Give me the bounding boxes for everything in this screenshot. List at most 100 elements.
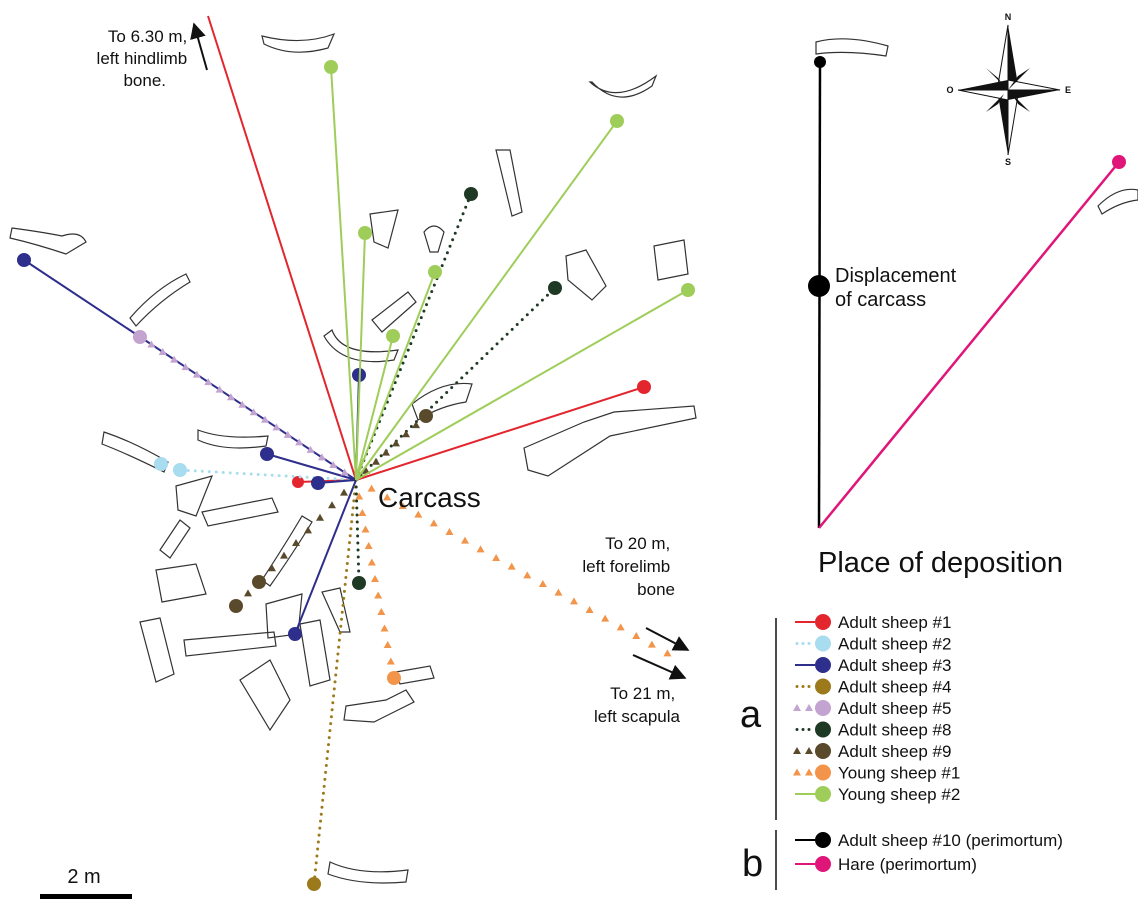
adult-sheep-3-ray [294, 479, 357, 635]
adult-sheep-3-point [17, 253, 31, 267]
legend-item-adult-sheep-2: Adult sheep #2 [795, 635, 951, 654]
adult-sheep-9-marker [382, 448, 390, 456]
legend-swatch [815, 721, 831, 738]
adult-sheep-9-marker [372, 457, 380, 465]
adult-sheep-5-marker [340, 468, 349, 476]
compass-north-label: N [1005, 12, 1012, 22]
legend-label: Adult sheep #10 (perimortum) [838, 831, 1063, 850]
adult-sheep-3-point [311, 476, 325, 490]
adult-sheep-9-point [229, 599, 243, 613]
young-sheep-1-marker [374, 591, 383, 599]
bone-outline [139, 617, 175, 683]
legend-label: Adult sheep #3 [838, 656, 951, 675]
adult-sheep-9-point [252, 575, 266, 589]
young-sheep-2-ray [330, 66, 357, 481]
deposition-label: Place of deposition [818, 547, 1063, 579]
bone-outline [495, 149, 523, 217]
legend-label: Adult sheep #5 [838, 699, 951, 718]
legend-group-a-label: a [740, 694, 762, 736]
legend-swatch [815, 764, 831, 781]
hindlimb-arrow [190, 22, 208, 71]
adult-sheep-5-marker [192, 370, 201, 378]
young-sheep-1-marker [585, 606, 594, 613]
adult-sheep-2-point [154, 457, 168, 471]
young-sheep-1-marker [476, 545, 485, 553]
legend-label: Hare (perimortum) [838, 855, 977, 874]
adult-sheep-5-marker [295, 438, 304, 446]
young-sheep-1-marker [367, 558, 376, 566]
carcass-label: Carcass [378, 482, 481, 513]
bone-outline [201, 497, 279, 527]
legend-swatch [815, 832, 831, 848]
adult-sheep-8-point [548, 281, 562, 295]
young-sheep-2-point [428, 265, 442, 279]
adult-sheep-9-marker [392, 439, 400, 447]
young-sheep-1-marker [383, 641, 392, 648]
adult-sheep-9-marker [328, 501, 336, 509]
legend-item-adult-sheep-10-perimortum: Adult sheep #10 (perimortum) [795, 831, 1063, 850]
bone-outlines [9, 32, 1138, 884]
young-sheep-1-marker [414, 510, 423, 518]
legend-item-adult-sheep-3: Adult sheep #3 [795, 656, 951, 675]
adult-sheep-8-ray [354, 286, 557, 482]
young-sheep-1-marker [445, 528, 454, 535]
legend-swatch [815, 856, 831, 872]
legend-group-b-label: b [742, 843, 763, 885]
young-sheep-1-marker [383, 493, 392, 501]
adult-sheep-8-ray [354, 192, 473, 482]
young-sheep-1-marker [429, 519, 438, 527]
young-sheep-1-marker [616, 623, 625, 631]
bone-outline [159, 519, 191, 559]
bone-outline [369, 209, 399, 249]
legend-label: Adult sheep #8 [838, 721, 951, 740]
young-sheep-1-marker [398, 502, 407, 509]
adult-sheep-8-point [464, 187, 478, 201]
adult-sheep-1-point [292, 476, 304, 488]
adult-sheep-8-point [352, 576, 366, 590]
young-sheep-1-marker [601, 614, 610, 622]
adult-sheep-5-marker [181, 363, 190, 371]
adult-sheep-5-marker [283, 430, 292, 438]
displacement-point [808, 275, 830, 297]
young-sheep-2-ray [355, 289, 689, 481]
legend-marker [805, 768, 813, 776]
bone-outline [299, 619, 331, 687]
legend-item-adult-sheep-4: Adult sheep #4 [795, 678, 951, 697]
young-sheep-1-marker [570, 597, 578, 605]
legend-item-adult-sheep-9: Adult sheep #9 [793, 742, 951, 761]
adult-sheep-5-marker [329, 460, 338, 468]
bone-outline [129, 273, 191, 327]
bone-outline [371, 291, 417, 333]
bone-outline [321, 587, 351, 633]
legend-label: Adult sheep #9 [838, 742, 951, 761]
young-sheep-1-marker [361, 525, 370, 533]
bone-outline [423, 225, 445, 253]
adult-sheep-5-marker [170, 355, 179, 363]
young-sheep-2-point [386, 329, 400, 343]
bone-outline [261, 515, 313, 587]
compass-point [958, 80, 1008, 90]
compass-south-label: S [1005, 157, 1011, 167]
scapula-arrow [632, 654, 687, 680]
young-sheep-2-ray [355, 335, 394, 481]
adult-sheep-1-ray [207, 15, 357, 481]
young-sheep-2-point [681, 283, 695, 297]
legend-swatch [815, 657, 831, 673]
young-sheep-2-ray [355, 232, 366, 481]
compass-point [1008, 90, 1060, 100]
legend-marker [805, 747, 813, 754]
hare-point [1112, 155, 1126, 169]
young-sheep-1-marker [461, 536, 469, 544]
young-sheep-1-marker [364, 542, 373, 549]
adult-sheep-3-point [260, 447, 274, 461]
adult-sheep-3-point [288, 627, 302, 641]
legend-marker [793, 747, 801, 754]
young-sheep-1-marker [492, 554, 501, 561]
scapula-annotation: To 21 m, left scapula [594, 684, 681, 726]
adult-sheep-1-ray [355, 386, 645, 481]
adult-sheep-9-marker [340, 488, 348, 496]
adult-sheep-9-point [419, 409, 433, 423]
panel-b-paths [808, 56, 1126, 529]
bone-outline [323, 329, 399, 363]
